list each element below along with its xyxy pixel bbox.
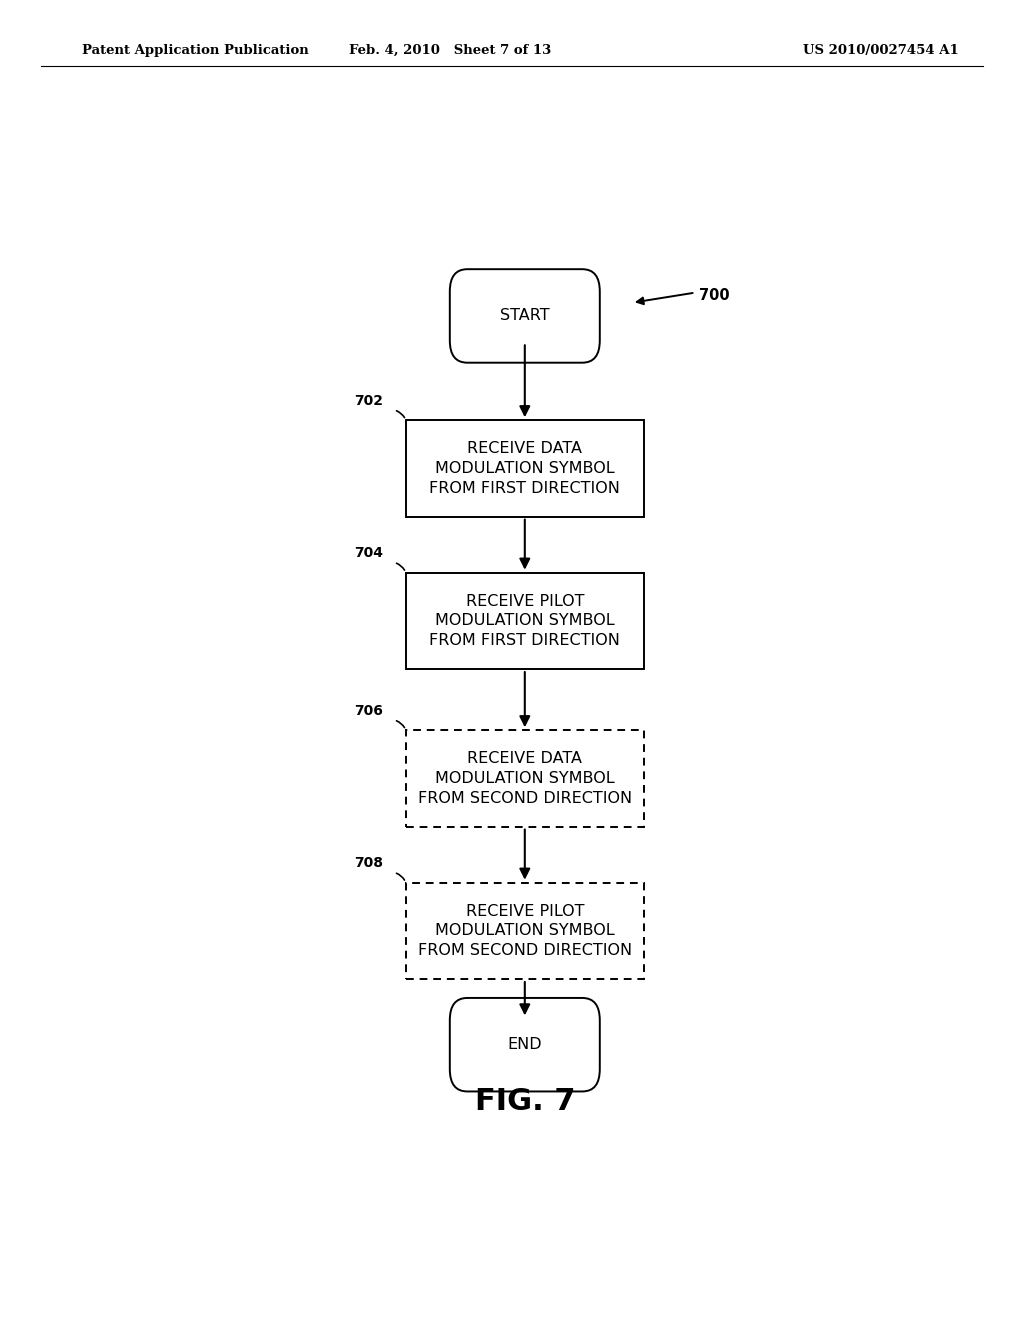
FancyBboxPatch shape: [450, 269, 600, 363]
Text: RECEIVE PILOT
MODULATION SYMBOL
FROM SECOND DIRECTION: RECEIVE PILOT MODULATION SYMBOL FROM SEC…: [418, 904, 632, 958]
Text: 708: 708: [354, 857, 383, 870]
Text: RECEIVE PILOT
MODULATION SYMBOL
FROM FIRST DIRECTION: RECEIVE PILOT MODULATION SYMBOL FROM FIR…: [429, 594, 621, 648]
Text: RECEIVE DATA
MODULATION SYMBOL
FROM SECOND DIRECTION: RECEIVE DATA MODULATION SYMBOL FROM SECO…: [418, 751, 632, 805]
FancyBboxPatch shape: [406, 730, 644, 826]
FancyBboxPatch shape: [406, 420, 644, 516]
Text: Patent Application Publication: Patent Application Publication: [82, 44, 308, 57]
Text: FIG. 7: FIG. 7: [474, 1088, 575, 1117]
Text: Feb. 4, 2010   Sheet 7 of 13: Feb. 4, 2010 Sheet 7 of 13: [349, 44, 552, 57]
FancyBboxPatch shape: [406, 883, 644, 979]
Text: START: START: [500, 309, 550, 323]
Text: 706: 706: [354, 704, 383, 718]
Text: 700: 700: [699, 288, 730, 304]
Text: RECEIVE DATA
MODULATION SYMBOL
FROM FIRST DIRECTION: RECEIVE DATA MODULATION SYMBOL FROM FIRS…: [429, 441, 621, 496]
Text: US 2010/0027454 A1: US 2010/0027454 A1: [803, 44, 958, 57]
FancyBboxPatch shape: [406, 573, 644, 669]
FancyBboxPatch shape: [450, 998, 600, 1092]
Text: 702: 702: [354, 393, 383, 408]
Text: END: END: [508, 1038, 542, 1052]
Text: 704: 704: [354, 546, 383, 561]
